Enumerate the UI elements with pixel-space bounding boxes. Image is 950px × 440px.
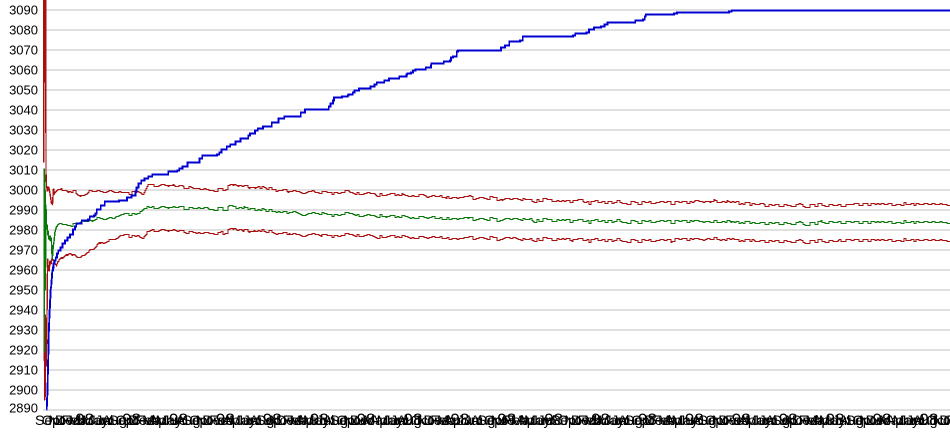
svg-text:2950: 2950 xyxy=(9,283,38,298)
svg-text:2910: 2910 xyxy=(9,363,38,378)
svg-text:3000: 3000 xyxy=(9,183,38,198)
svg-text:3040: 3040 xyxy=(9,103,38,118)
svg-text:3090: 3090 xyxy=(9,3,38,18)
svg-text:2960: 2960 xyxy=(9,263,38,278)
svg-text:Feb: Feb xyxy=(946,412,950,428)
svg-text:3050: 3050 xyxy=(9,83,38,98)
svg-text:2970: 2970 xyxy=(9,243,38,258)
svg-text:2900: 2900 xyxy=(9,383,38,398)
svg-text:3080: 3080 xyxy=(9,23,38,38)
svg-text:2980: 2980 xyxy=(9,223,38,238)
svg-text:3020: 3020 xyxy=(9,143,38,158)
svg-text:2930: 2930 xyxy=(9,323,38,338)
svg-text:2940: 2940 xyxy=(9,303,38,318)
svg-text:3070: 3070 xyxy=(9,43,38,58)
svg-text:3010: 3010 xyxy=(9,163,38,178)
svg-text:2890: 2890 xyxy=(9,401,38,416)
svg-text:3030: 3030 xyxy=(9,123,38,138)
svg-text:2990: 2990 xyxy=(9,203,38,218)
svg-text:2920: 2920 xyxy=(9,343,38,358)
svg-text:3060: 3060 xyxy=(9,63,38,78)
